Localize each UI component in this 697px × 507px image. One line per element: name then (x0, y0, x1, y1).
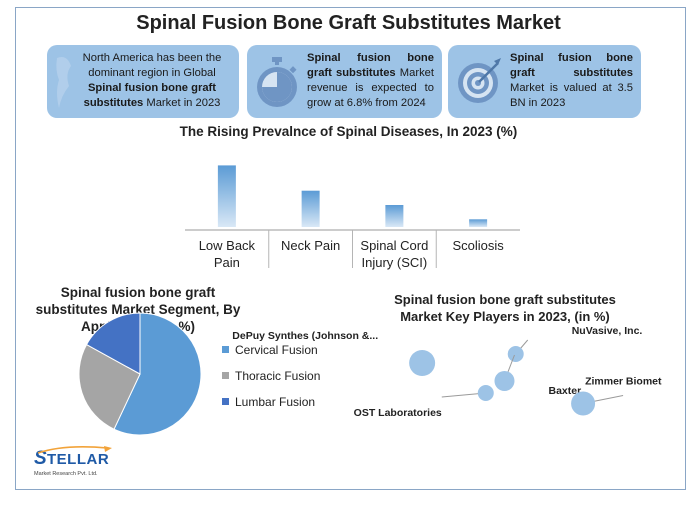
bar-chart: Low Back Pain Neck Pain Spinal Cord Injury (… (185, 165, 520, 270)
info-card-growth: Spinal fusion bone graft substitutes Mar… (247, 45, 442, 118)
legend-label: Lumbar Fusion (235, 395, 316, 409)
pie-chart (78, 312, 202, 436)
stellar-logo: S TELLAR Market Research Pvt. Ltd. (34, 444, 124, 483)
legend-item: Lumbar Fusion (222, 395, 315, 409)
pie-slice (113, 312, 202, 436)
info-card-region: North America has been the dominant regi… (47, 45, 239, 118)
bar (469, 219, 488, 227)
legend-item: Thoracic Fusion (222, 369, 320, 383)
legend-label: Cervical Fusion (235, 343, 318, 357)
card-text-bold: Spinal fusion bone graft substitutes (83, 82, 217, 109)
card-text-post: Market is valued at 3.5 BN in 2023 (510, 82, 633, 109)
card-text-bold: Spinal fusion bone graft substitutes (307, 52, 434, 79)
info-card-value: Spinal fusion bone graft substitutes Mar… (448, 45, 641, 118)
x-tick-label: Low Back Pain (199, 238, 256, 270)
bubble-chart-title: Spinal fusion bone graft substitutes Mar… (394, 292, 616, 324)
stopwatch-icon (257, 57, 297, 107)
svg-text:TELLAR: TELLAR (47, 451, 109, 468)
legend-swatch (222, 346, 229, 353)
pie-slice (85, 312, 141, 375)
legend-item: Cervical Fusion (222, 343, 318, 357)
x-tick-label: Spinal Cord Injury (SCI) (360, 238, 428, 270)
card-text-pre: North America has been the dominant regi… (82, 52, 222, 79)
x-tick-label: Scoliosis (452, 238, 504, 253)
stellar-logo-mark: S TELLAR Market Research Pvt. Ltd. (34, 445, 112, 477)
target-icon (458, 58, 501, 103)
legend-swatch (222, 372, 229, 379)
bar (217, 165, 236, 227)
card-text-post: Market revenue is expected to grow at 6.… (307, 67, 434, 109)
page-title: Spinal Fusion Bone Graft Substitutes Mar… (136, 12, 561, 34)
card-text-bold: Spinal fusion bone graft substitutes (510, 52, 633, 79)
x-tick-label: Neck Pain (281, 238, 340, 253)
legend-swatch (222, 398, 229, 405)
bar (385, 205, 404, 227)
bar (301, 190, 320, 227)
svg-text:Market Research Pvt. Ltd.: Market Research Pvt. Ltd. (34, 471, 98, 477)
card-text-post: Market in 2023 (143, 97, 221, 109)
map-icon (56, 57, 71, 108)
legend-label: Thoracic Fusion (235, 369, 321, 383)
svg-text:S: S (34, 448, 47, 469)
bar-chart-title: The Rising Prevalnce of Spinal Diseases,… (179, 124, 518, 139)
